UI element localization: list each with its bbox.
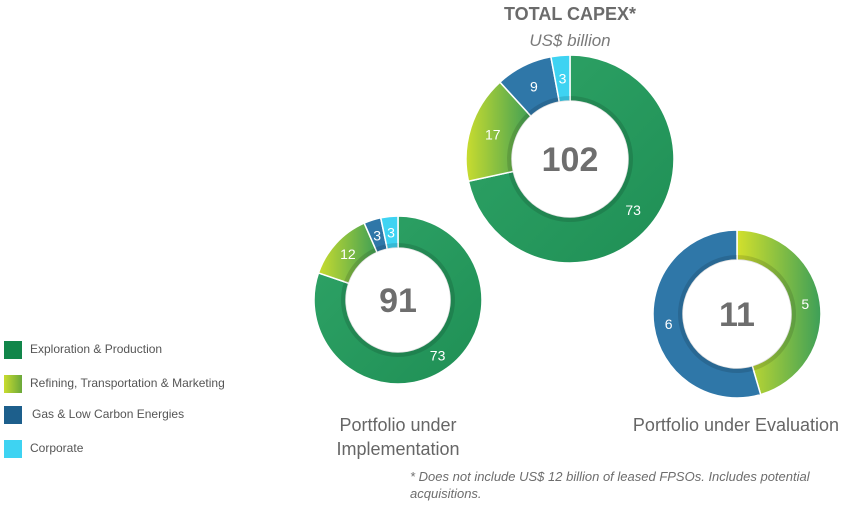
- legend-item-refining: Refining, Transportation & Marketing: [4, 374, 244, 394]
- slice-shade-corporate: [558, 96, 570, 102]
- slice-shade-refining: [507, 112, 531, 173]
- slice-label-refining: 5: [801, 296, 809, 312]
- legend-item-exploration: Exploration & Production: [4, 340, 244, 360]
- footnote: * Does not include US$ 12 billion of lea…: [410, 469, 810, 501]
- legend-item-corporate: Corporate: [4, 439, 244, 459]
- donut-total-value: 11: [719, 296, 755, 334]
- donut-portfolio-implementation: 73 12 3 3 91: [313, 215, 483, 385]
- slice-shade-corporate: [386, 243, 398, 250]
- chart-subtitle: US$ billion: [529, 31, 611, 50]
- caption-evaluation: Portfolio under Evaluation: [632, 415, 840, 435]
- slice-exploration: [313, 215, 483, 385]
- slice-gas: [652, 229, 762, 399]
- legend-swatch-refining: [4, 375, 22, 393]
- slice-label-refining: 17: [485, 126, 501, 142]
- legend-label-exploration: Exploration & Production: [30, 342, 163, 356]
- slice-refining: [736, 229, 822, 396]
- slice-shade-gas: [375, 244, 388, 253]
- slice-label-exploration: 73: [625, 202, 641, 218]
- legend-label-gas: Gas & Low Carbon Energies: [32, 407, 185, 421]
- slice-label-gas: 3: [373, 227, 381, 243]
- donut-total-capex: 73 17 9 3 102: [465, 54, 675, 264]
- slice-label-gas: 9: [530, 78, 538, 94]
- legend-swatch-gas: [4, 406, 22, 424]
- slice-label-corporate: 3: [387, 224, 395, 240]
- slice-exploration: [467, 54, 675, 264]
- donut-total-value: 102: [542, 141, 599, 179]
- chart-title: TOTAL CAPEX*: [503, 4, 637, 24]
- legend-label-refining: Refining, Transportation & Marketing: [30, 376, 225, 390]
- donut-total-value: 91: [379, 282, 417, 320]
- slice-label-gas: 6: [665, 316, 673, 332]
- slice-shade-refining: [344, 247, 378, 284]
- slice-label-exploration: 73: [430, 347, 446, 363]
- caption-implementation: Portfolio under Implementation: [336, 415, 460, 459]
- donut-portfolio-evaluation: 5 6 11: [652, 229, 822, 399]
- slice-corporate: [550, 54, 571, 103]
- legend-swatch-corporate: [4, 440, 22, 458]
- slice-label-refining: 12: [340, 246, 356, 262]
- legend-item-gas: Gas & Low Carbon Energies: [4, 405, 244, 425]
- slice-label-corporate: 3: [559, 70, 567, 86]
- slice-shade-gas: [527, 97, 560, 117]
- legend-swatch-exploration: [4, 341, 22, 359]
- legend-label-corporate: Corporate: [30, 441, 84, 455]
- slice-corporate: [379, 215, 399, 251]
